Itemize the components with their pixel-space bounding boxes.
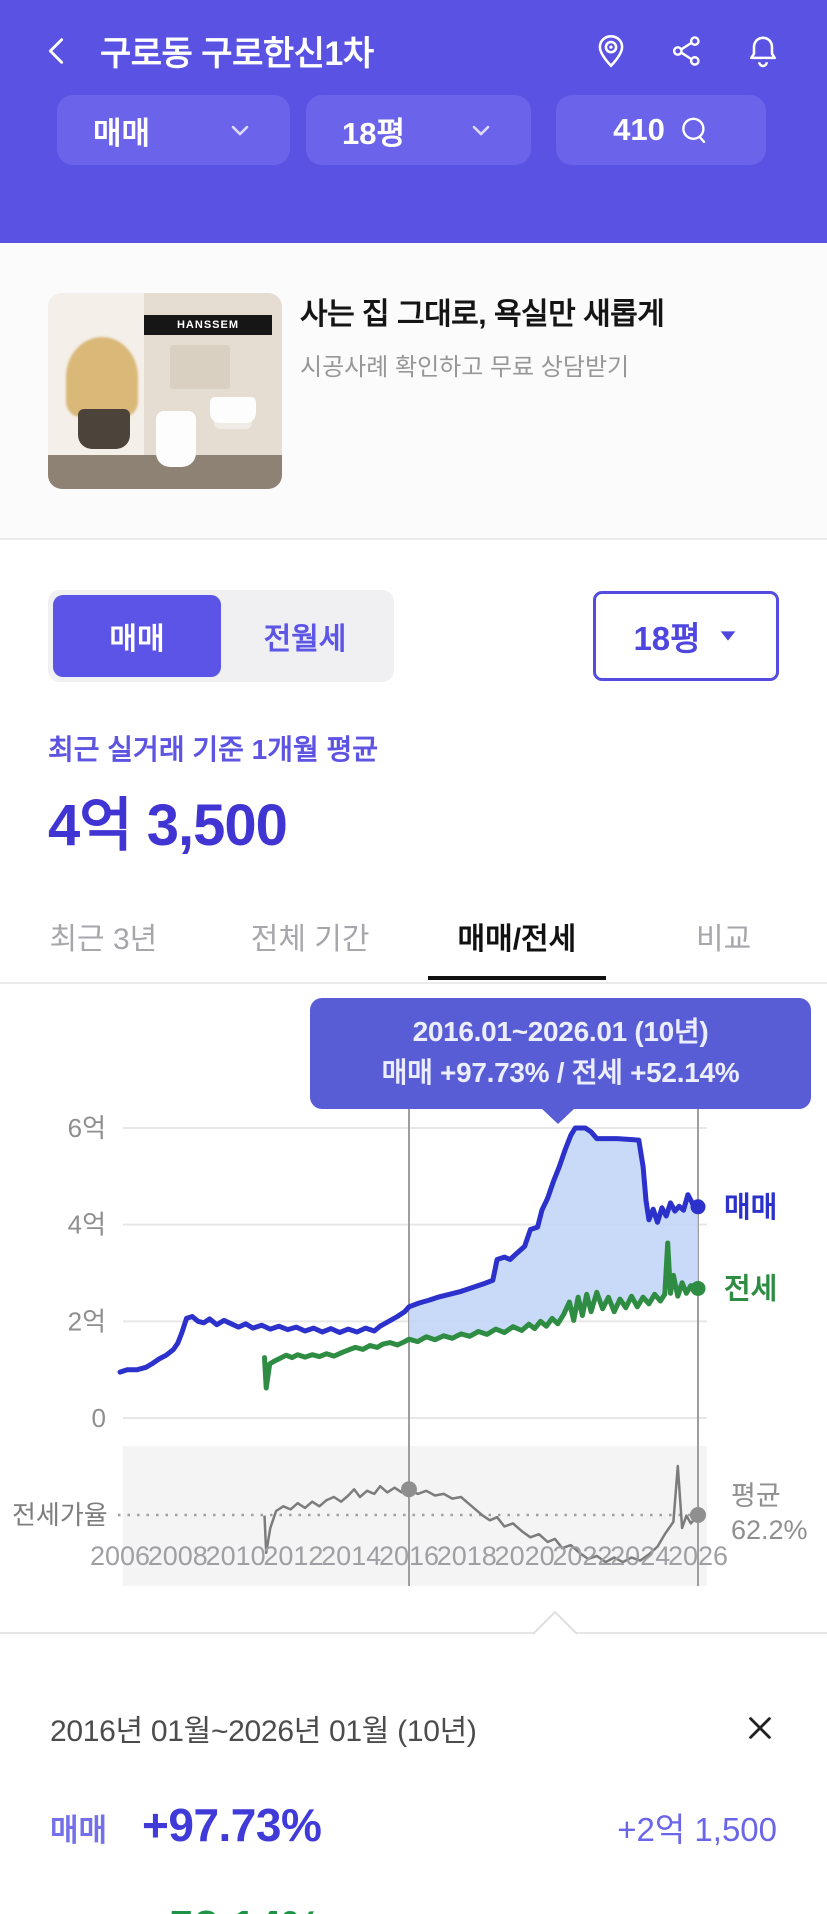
detail-row-jeonse: 전세 +52.14% +9,125	[50, 1900, 777, 1914]
svg-text:2014: 2014	[321, 1541, 381, 1571]
size-value: 18평	[342, 115, 406, 151]
segment-rent[interactable]: 전월세	[263, 623, 347, 656]
svg-text:2012: 2012	[263, 1541, 323, 1571]
close-detail-button[interactable]	[743, 1711, 777, 1745]
jeonse-change-percent: +52.14%	[142, 1900, 322, 1914]
ad-subtitle: 시공사례 확인하고 무료 상담받기	[300, 354, 630, 381]
detail-row-sale: 매매 +97.73% +2억 1,500	[50, 1798, 777, 1852]
tab-all-period[interactable]: 전체 기간	[250, 923, 370, 956]
svg-text:2022: 2022	[552, 1541, 612, 1571]
tab-compare[interactable]: 비교	[696, 923, 752, 956]
svg-text:2024: 2024	[610, 1541, 670, 1571]
svg-text:평균: 평균	[731, 1481, 781, 1511]
svg-text:전세가율: 전세가율	[12, 1500, 108, 1530]
tab-recent-3y[interactable]: 최근 3년	[49, 923, 158, 956]
svg-text:0: 0	[92, 1403, 106, 1433]
chat-count: 410	[613, 112, 665, 147]
svg-text:2억: 2억	[68, 1306, 106, 1336]
sale-change-amount: +2억 1,500	[617, 1811, 777, 1848]
price-caption: 최근 실거래 기준 1개월 평균	[48, 734, 379, 765]
ad-thumbnail-image: HANSSEM	[48, 293, 282, 489]
chat-count-button[interactable]: 410	[556, 95, 766, 165]
app-header: 구로동 구로한신1차	[0, 0, 827, 243]
sale-change-percent: +97.73%	[142, 1799, 322, 1851]
share-icon	[672, 35, 700, 66]
trade-type-value: 매매	[93, 115, 151, 151]
trade-type-dropdown[interactable]: 매매	[57, 95, 290, 165]
ad-brand-logo: HANSSEM	[144, 315, 272, 335]
chart-tabs: 최근 3년 전체 기간 매매/전세 비교	[0, 904, 827, 984]
ad-banner[interactable]: HANSSEM 사는 집 그대로, 욕실만 새롭게 시공사례 확인하고 무료 상…	[0, 243, 827, 540]
price-chart-area: 6억 4억 2억 0 전세가율 매매 전세 평균 62.2% 2006 2008 2010 2012 20…	[0, 984, 827, 1644]
svg-text:매매: 매매	[724, 1191, 777, 1224]
chevron-down-icon	[231, 125, 249, 136]
page-title: 구로동 구로한신1차	[100, 35, 374, 73]
back-button[interactable]	[40, 34, 74, 68]
svg-text:2020: 2020	[495, 1541, 555, 1571]
detail-period-title: 2016년 01월~2026년 01월 (10년)	[50, 1715, 477, 1748]
range-tooltip: 2016.01~2026.01 (10년) 매매 +97.73% / 전세 +5…	[310, 998, 811, 1124]
svg-text:2016: 2016	[379, 1541, 439, 1571]
jeonse-label: 전세	[50, 1907, 142, 1914]
close-icon	[749, 1717, 771, 1739]
trade-segment-control: 매매 전월세	[48, 590, 394, 682]
chevron-left-icon	[48, 37, 64, 64]
svg-text:62.2%: 62.2%	[731, 1515, 808, 1545]
notification-button[interactable]	[745, 33, 781, 69]
size-select[interactable]: 18평	[593, 591, 779, 681]
range-detail-panel: 2016년 01월~2026년 01월 (10년) 매매 +97.73% +2억…	[0, 1644, 827, 1914]
svg-text:6억: 6억	[68, 1113, 106, 1143]
svg-text:2018: 2018	[437, 1541, 497, 1571]
average-price: 4억 3,500	[48, 793, 288, 858]
speech-bubble-icon	[682, 117, 706, 144]
svg-text:전세: 전세	[724, 1272, 777, 1305]
range-tooltip-period: 2016.01~2026.01 (10년)	[412, 1016, 709, 1047]
bell-icon	[750, 36, 776, 67]
range-tooltip-change: 매매 +97.73% / 전세 +52.14%	[381, 1057, 740, 1089]
sale-label: 매매	[50, 1813, 108, 1848]
svg-text:4억: 4억	[68, 1210, 106, 1240]
size-dropdown[interactable]: 18평	[306, 95, 531, 165]
map-pin-icon	[598, 34, 624, 68]
svg-text:2008: 2008	[148, 1541, 208, 1571]
share-button[interactable]	[669, 33, 705, 69]
chevron-down-icon	[472, 125, 490, 136]
ad-title: 사는 집 그대로, 욕실만 새롭게	[300, 298, 665, 331]
svg-text:2026: 2026	[668, 1541, 728, 1571]
triangle-down-icon	[720, 631, 735, 641]
size-select-value: 18평	[633, 620, 701, 657]
svg-text:2006: 2006	[90, 1541, 150, 1571]
price-trend-chart[interactable]: 6억4억2억0전세가율매매전세평균62.2%200620082010201220…	[0, 984, 827, 1644]
svg-text:2010: 2010	[206, 1541, 266, 1571]
location-button[interactable]	[593, 33, 629, 69]
segment-sale[interactable]: 매매	[53, 595, 221, 677]
tab-sale-jeonse[interactable]: 매매/전세	[414, 904, 621, 982]
